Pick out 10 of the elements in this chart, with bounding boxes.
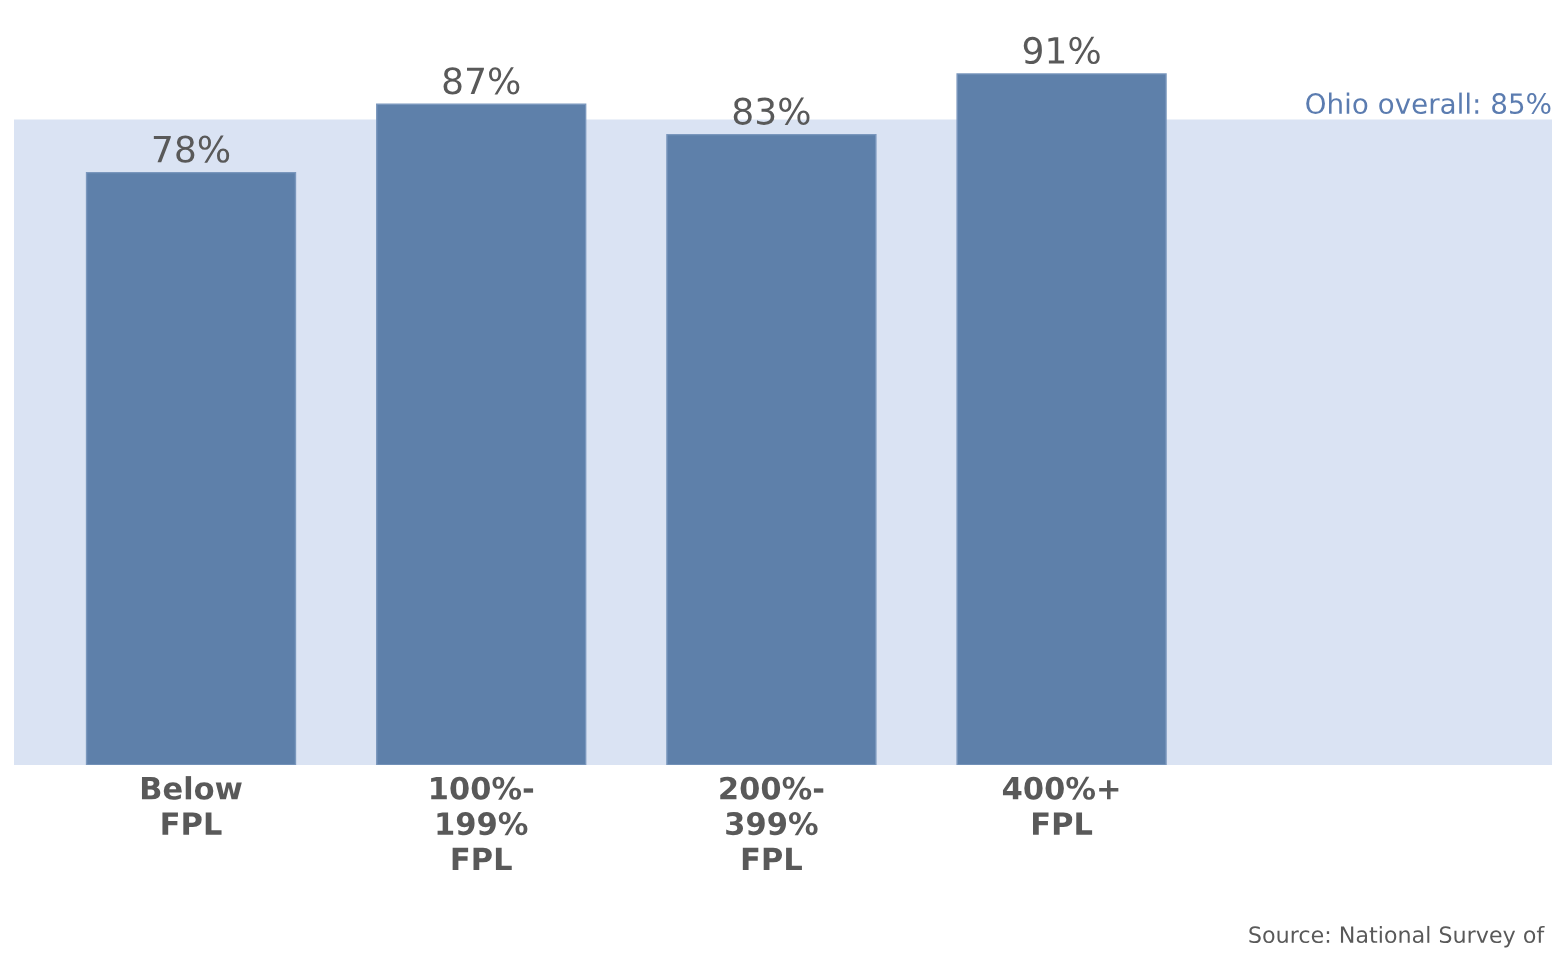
- data-label: 87%: [443, 67, 520, 95]
- source-note: Source: National Survey of: [1249, 925, 1545, 948]
- data-label: 83%: [733, 97, 810, 125]
- x-tick-label: 100%- 199% FPL: [431, 776, 534, 871]
- x-tick-label: 200%- 399% FPL: [720, 776, 824, 871]
- data-label: 91%: [1023, 36, 1100, 65]
- x-tick-label: Below FPL: [141, 776, 242, 835]
- band-label: Ohio overall: 85%: [1306, 92, 1551, 115]
- data-label: 78%: [153, 135, 230, 163]
- x-tick-label: 400%+ FPL: [1002, 776, 1119, 835]
